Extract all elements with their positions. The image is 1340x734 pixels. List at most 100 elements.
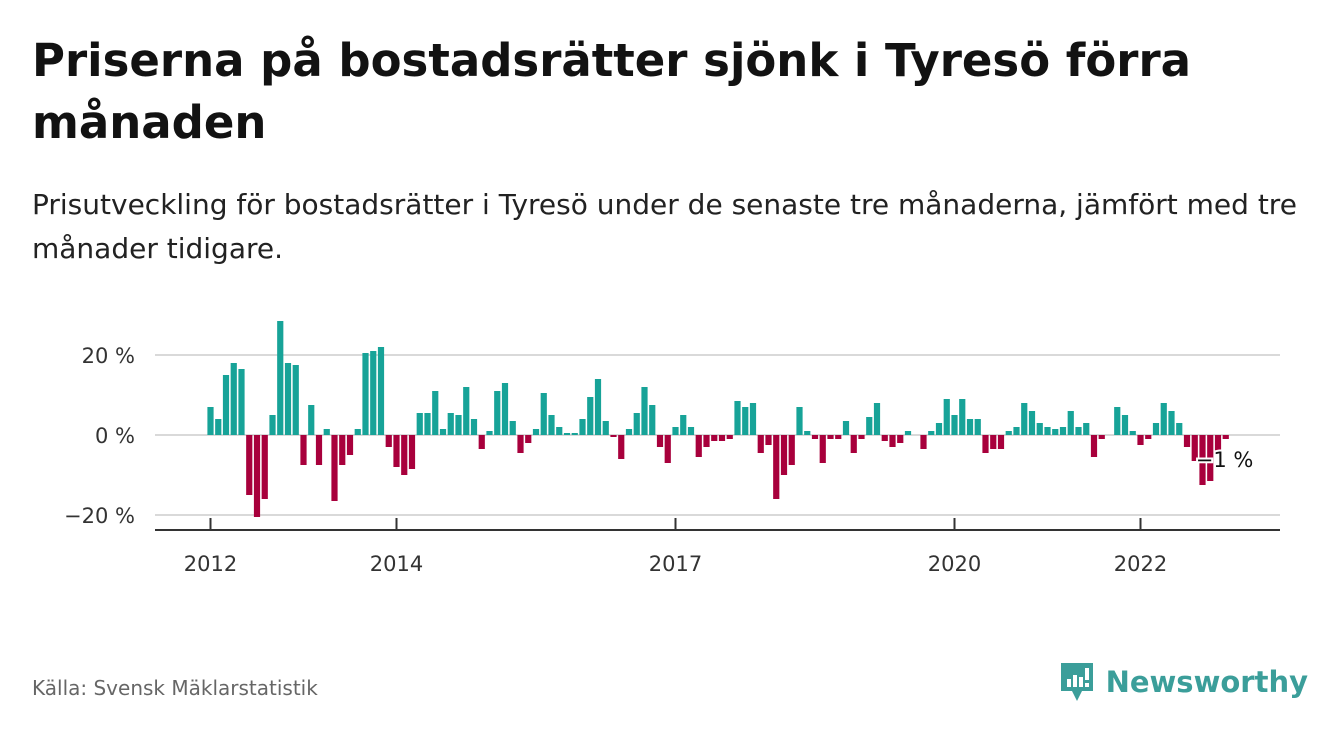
bar [300, 435, 307, 465]
bar [432, 391, 439, 435]
bar [323, 429, 330, 435]
bar [1114, 407, 1121, 435]
bar [1214, 435, 1222, 451]
bar [269, 415, 276, 435]
bar [455, 415, 462, 435]
bar [842, 421, 850, 435]
bar [935, 423, 943, 435]
bar [525, 435, 532, 443]
bar [548, 415, 555, 435]
bar [424, 413, 431, 435]
bar [238, 369, 245, 435]
bar [618, 435, 625, 459]
bar [370, 351, 377, 435]
bar [827, 435, 834, 439]
bar [718, 435, 726, 441]
bar [1075, 427, 1082, 435]
bar [765, 435, 772, 445]
bar [757, 435, 764, 453]
bar [362, 353, 369, 435]
bar [486, 431, 493, 435]
bar [1160, 403, 1167, 435]
bar [1036, 423, 1043, 435]
bar [377, 347, 385, 435]
bar [1152, 423, 1160, 435]
bar [408, 435, 416, 469]
bar [974, 419, 981, 435]
bar [447, 413, 454, 435]
bar [625, 429, 633, 435]
bar [796, 407, 803, 435]
bar [780, 435, 788, 475]
bar [1028, 411, 1036, 435]
bar [501, 383, 509, 435]
bar [1199, 435, 1206, 485]
bar [1067, 411, 1074, 435]
bar [1207, 435, 1214, 481]
bar [1129, 431, 1136, 435]
bar [664, 435, 671, 463]
bar [1168, 411, 1175, 435]
bar [1059, 427, 1067, 435]
bar [982, 435, 989, 453]
bar [1183, 435, 1191, 447]
bar [571, 433, 578, 435]
brand-logo: Newsworthy [1058, 660, 1308, 704]
bar [579, 419, 586, 435]
bar [889, 435, 896, 447]
bar [1145, 435, 1152, 439]
bar [393, 435, 400, 467]
bar [215, 419, 222, 435]
bar [788, 435, 795, 465]
bar [478, 435, 485, 449]
bar [656, 435, 664, 447]
bar [726, 435, 733, 439]
bar [1021, 403, 1028, 435]
bar [540, 393, 547, 435]
bar [858, 435, 865, 439]
bar [749, 403, 757, 435]
y-tick-label: 0 % [95, 424, 135, 448]
x-tick-label: 2022 [1114, 552, 1167, 576]
y-axis-labels: 20 % 0 % −20 % [64, 344, 135, 528]
bar [532, 429, 540, 435]
bar [850, 435, 857, 453]
bar [207, 407, 214, 435]
bar [556, 427, 563, 435]
bar [866, 417, 873, 435]
bar [928, 431, 935, 435]
bar [610, 435, 617, 437]
bar [819, 435, 826, 463]
bar [873, 403, 881, 435]
x-tick-label: 2020 [928, 552, 981, 576]
bar [695, 435, 702, 457]
bar [734, 401, 741, 435]
bar [346, 435, 354, 455]
bar [246, 435, 253, 495]
bar [439, 429, 447, 435]
bar [416, 413, 423, 435]
y-tick-label: 20 % [82, 344, 135, 368]
x-tick-label: 2012 [184, 552, 237, 576]
bar [1222, 435, 1229, 439]
bar [1176, 423, 1183, 435]
newsworthy-logo-icon [1060, 663, 1093, 701]
bar [292, 365, 299, 435]
bar [1121, 415, 1129, 435]
bar [881, 435, 888, 441]
bar [594, 379, 602, 435]
bar [1191, 435, 1198, 461]
bar [385, 435, 392, 447]
bar [354, 429, 361, 435]
bar [943, 399, 950, 435]
bar [253, 435, 261, 517]
bar [773, 435, 780, 499]
bar [835, 435, 842, 439]
bar [1083, 423, 1090, 435]
bar [1005, 431, 1012, 435]
bar [1013, 427, 1020, 435]
bar [587, 397, 594, 435]
x-axis-ticks: 2012 2014 2017 2020 2022 [184, 518, 1167, 576]
bar [811, 435, 819, 439]
